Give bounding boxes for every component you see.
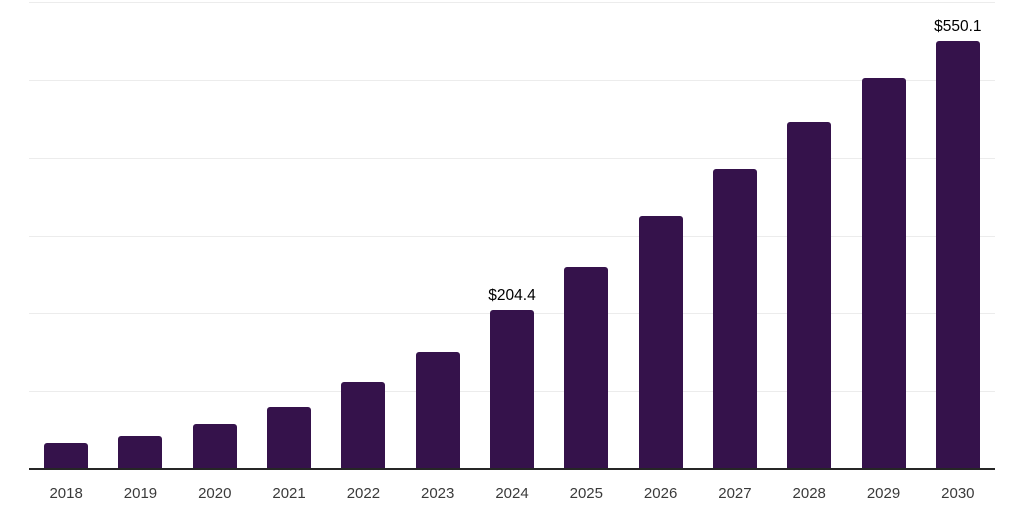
bar-2029[interactable]: [861, 78, 906, 469]
gridline-400: [29, 157, 995, 159]
x-axis-label-2018: 2018: [49, 485, 83, 502]
x-axis-label-2021: 2021: [272, 485, 306, 502]
bar-2022[interactable]: [341, 382, 386, 469]
bar-2024[interactable]: [490, 309, 534, 469]
gridline-300: [29, 235, 995, 237]
x-axis-label-2028: 2028: [792, 485, 826, 502]
x-axis-label-2024: 2024: [495, 485, 529, 502]
data-label-2030: $550.1: [934, 17, 982, 35]
bar-2019[interactable]: [118, 436, 163, 469]
x-axis-label-2027: 2027: [718, 485, 752, 502]
x-axis-label-2029: 2029: [866, 485, 901, 502]
x-axis-label-2023: 2023: [421, 485, 455, 502]
x-axis-label-2019: 2019: [123, 485, 158, 502]
data-label-2024: $204.4: [488, 286, 536, 304]
x-axis-label-2020: 2020: [198, 485, 232, 502]
bar-2026[interactable]: [638, 216, 683, 469]
x-axis-label-2030: 2030: [941, 485, 975, 502]
x-axis-label-2026: 2026: [643, 485, 678, 502]
x-axis-line: [29, 468, 995, 470]
bar-2025[interactable]: [564, 266, 609, 469]
gridline-500: [29, 79, 995, 81]
bar-2021[interactable]: [267, 406, 312, 469]
bar-2028[interactable]: [787, 121, 832, 469]
x-axis-label-2022: 2022: [346, 485, 381, 502]
gridline-600: [29, 2, 995, 3]
bar-2030[interactable]: [935, 40, 980, 469]
bar-2018[interactable]: [44, 443, 89, 469]
x-axis-label-2025: 2025: [569, 485, 603, 502]
bar-2023[interactable]: [415, 351, 460, 469]
bar-2020[interactable]: [192, 424, 237, 469]
bar-2027[interactable]: [712, 168, 757, 469]
